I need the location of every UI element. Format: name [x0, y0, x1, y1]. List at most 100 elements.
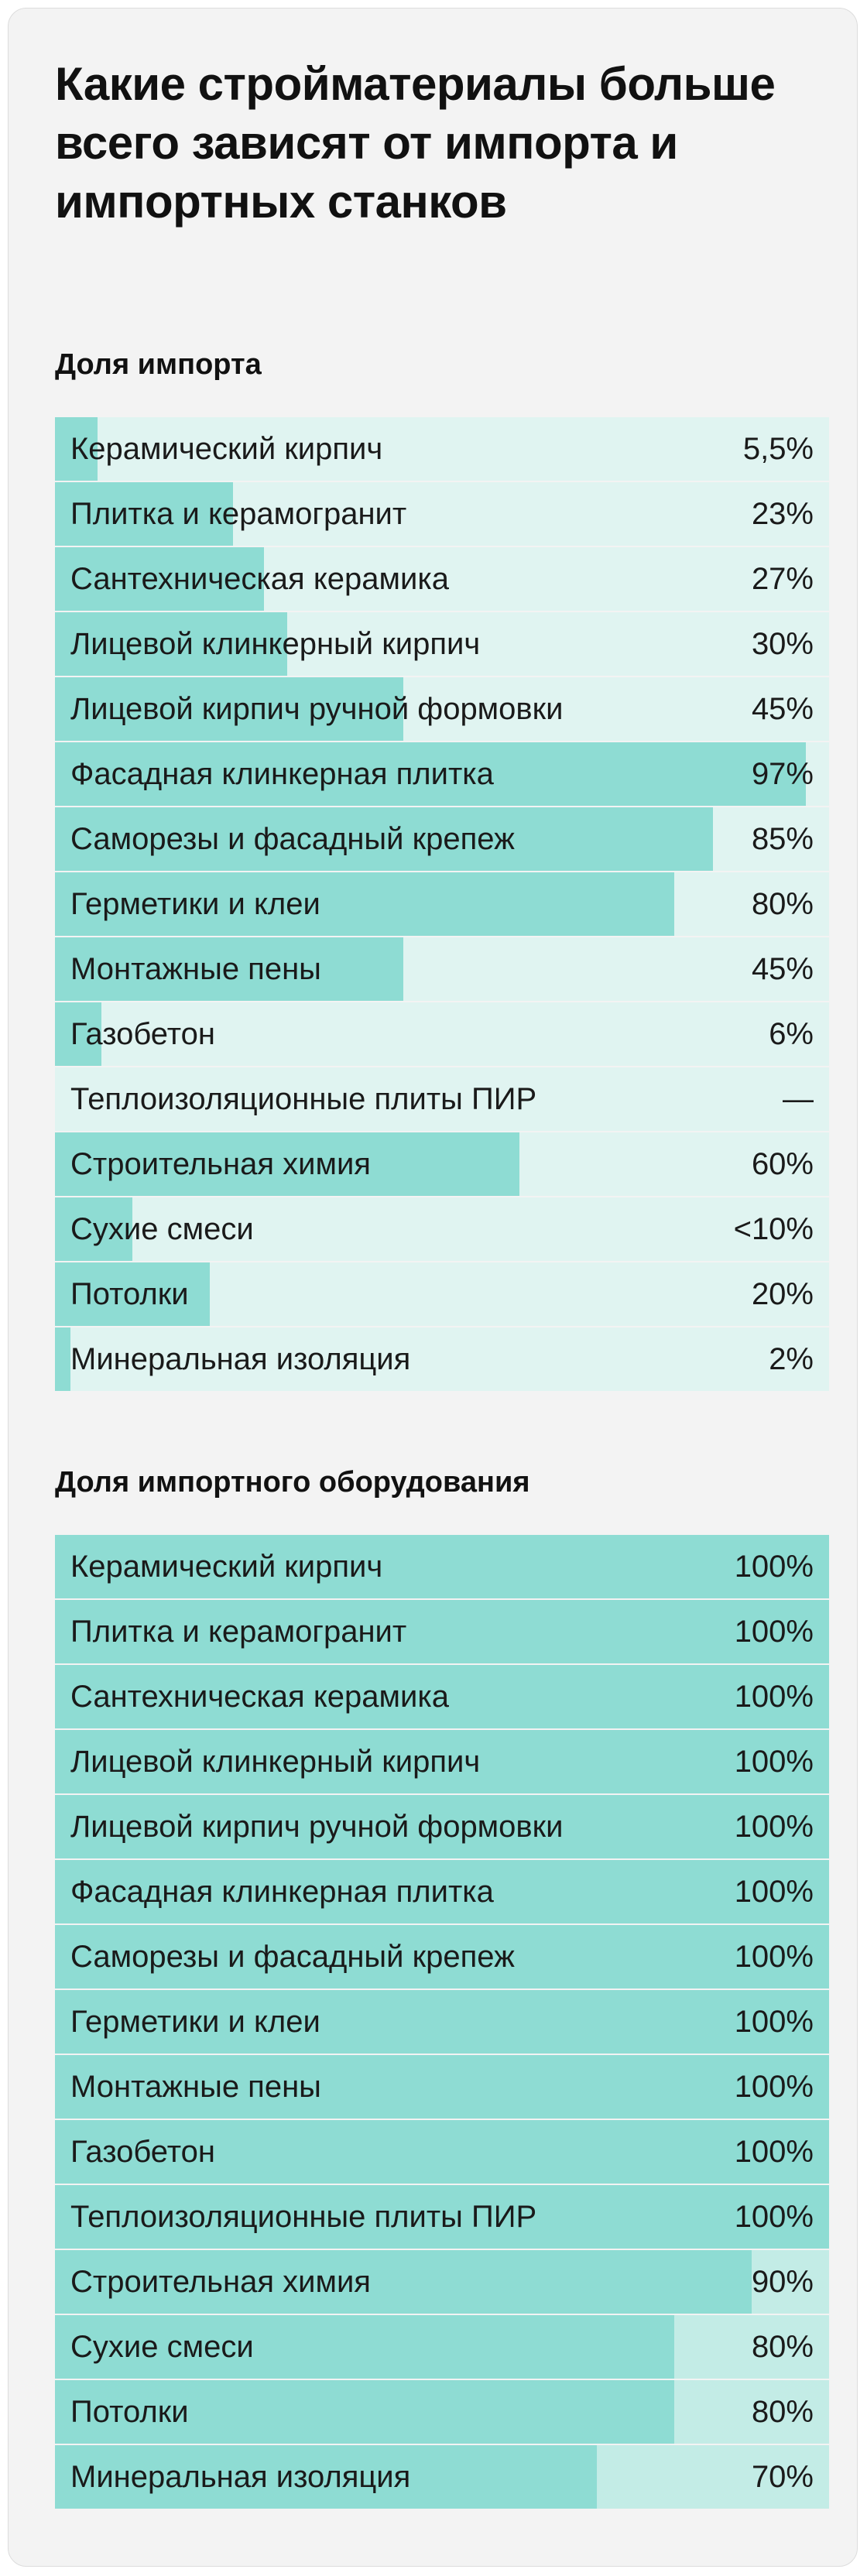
section-title-import-share: Доля импорта — [55, 348, 262, 381]
bar — [55, 1132, 519, 1196]
bar-value-label: 100% — [734, 1744, 814, 1779]
bar-label: Саморезы и фасадный крепеж — [70, 1939, 515, 1974]
bar-label: Сухие смеси — [70, 1211, 254, 1246]
bar — [55, 2055, 829, 2119]
bar — [55, 2380, 674, 2444]
bar-value-label: 20% — [751, 1276, 814, 1311]
bar-row: Саморезы и фасадный крепеж 100% — [55, 1925, 829, 1989]
section-title-equipment-share: Доля импортного оборудования — [55, 1466, 530, 1499]
bar — [55, 1795, 829, 1858]
chart-card: Какие стройматериалы больше всего завися… — [8, 8, 858, 2567]
bar-value-label: 100% — [734, 2069, 814, 2104]
bar-row: Теплоизоляционные плиты ПИР 100% — [55, 2185, 829, 2249]
bar-value-label: 5,5% — [742, 431, 814, 466]
bar — [55, 1730, 829, 1793]
bar-row: Потолки 20% — [55, 1262, 829, 1326]
bar — [55, 2185, 829, 2249]
bar-value-label: 27% — [751, 561, 814, 596]
bar-label: Теплоизоляционные плиты ПИР — [70, 1081, 537, 1116]
bar — [55, 2315, 674, 2379]
bar-row: Саморезы и фасадный крепеж 85% — [55, 807, 829, 871]
bar-label: Лицевой кирпич ручной формовки — [70, 691, 564, 726]
bar-value-label: 45% — [751, 691, 814, 726]
bar — [55, 872, 674, 936]
bar-row: Лицевой кирпич ручной формовки 100% — [55, 1795, 829, 1858]
bar — [55, 1860, 829, 1923]
bar-row: Лицевой клинкерный кирпич 100% — [55, 1730, 829, 1793]
bar — [55, 1327, 70, 1391]
bar-label: Плитка и керамогранит — [70, 1614, 407, 1649]
bar-value-label: 100% — [734, 2004, 814, 2039]
bar — [55, 1535, 829, 1598]
bar-row: Лицевой кирпич ручной формовки 45% — [55, 677, 829, 741]
bar — [55, 1002, 101, 1066]
bar — [55, 1665, 829, 1728]
bar-row: Газобетон 6% — [55, 1002, 829, 1066]
import-share-chart: Керамический кирпич 5,5% Плитка и керамогр… — [55, 417, 829, 1392]
bar-label: Керамический кирпич — [70, 431, 383, 466]
bar — [55, 1197, 132, 1261]
bar — [55, 2445, 597, 2509]
bar-label: Потолки — [70, 2394, 189, 2429]
bar-row: Минеральная изоляция 2% — [55, 1327, 829, 1391]
bar-row: Сантехническая керамика 27% — [55, 547, 829, 611]
bar-label: Лицевой клинкерный кирпич — [70, 626, 481, 661]
bar — [55, 1990, 829, 2054]
bar-value-label: <10% — [733, 1211, 814, 1246]
bar-value-label: 80% — [751, 2329, 814, 2364]
bar-label: Плитка и керамогранит — [70, 496, 407, 531]
bar — [55, 612, 287, 676]
bar-row: Фасадная клинкерная плитка 100% — [55, 1860, 829, 1923]
bar-row: Герметики и клеи 80% — [55, 872, 829, 936]
bar-value-label: 80% — [751, 886, 814, 921]
bar — [55, 2250, 752, 2314]
bar-label: Потолки — [70, 1276, 189, 1311]
bar-value-label: 45% — [751, 951, 814, 986]
bar-value-label: 23% — [751, 496, 814, 531]
bar-label: Фасадная клинкерная плитка — [70, 756, 494, 791]
bar-row: Сантехническая керамика 100% — [55, 1665, 829, 1728]
bar-row: Теплоизоляционные плиты ПИР — — [55, 1067, 829, 1131]
bar-label: Монтажные пены — [70, 951, 321, 986]
bar-value-label: 100% — [734, 1874, 814, 1909]
bar — [55, 2120, 829, 2184]
bar — [55, 677, 403, 741]
bar-row: Лицевой клинкерный кирпич 30% — [55, 612, 829, 676]
bar — [55, 1925, 829, 1989]
bar-label: Сухие смеси — [70, 2329, 254, 2364]
bar-label: Монтажные пены — [70, 2069, 321, 2104]
bar-label: Герметики и клеи — [70, 886, 320, 921]
bar-value-label: 90% — [751, 2264, 814, 2299]
bar-row: Потолки 80% — [55, 2380, 829, 2444]
bar — [55, 417, 98, 481]
bar-row: Сухие смеси <10% — [55, 1197, 829, 1261]
bar-label: Герметики и клеи — [70, 2004, 320, 2039]
bar — [55, 482, 233, 546]
bar-value-label: 80% — [751, 2394, 814, 2429]
bar-value-label: 70% — [751, 2459, 814, 2494]
bar-label: Сантехническая керамика — [70, 1679, 449, 1714]
equipment-share-chart: Керамический кирпич 100% Плитка и керамогр… — [55, 1535, 829, 2510]
bar — [55, 1262, 210, 1326]
bar-value-label: 100% — [734, 2134, 814, 2169]
bar-row: Герметики и клеи 100% — [55, 1990, 829, 2054]
bar-label: Строительная химия — [70, 2264, 371, 2299]
bar-row: Плитка и керамогранит 100% — [55, 1600, 829, 1663]
bar-row: Строительная химия 60% — [55, 1132, 829, 1196]
bar-value-label: 30% — [751, 626, 814, 661]
bar-label: Лицевой кирпич ручной формовки — [70, 1809, 564, 1844]
bar-value-label: — — [783, 1081, 814, 1116]
chart-title: Какие стройматериалы больше всего завися… — [55, 58, 776, 228]
bar-row: Минеральная изоляция 70% — [55, 2445, 829, 2509]
bar-value-label: 97% — [751, 756, 814, 791]
bar-value-label: 100% — [734, 1679, 814, 1714]
bar-value-label: 100% — [734, 1939, 814, 1974]
bar-label: Минеральная изоляция — [70, 2459, 411, 2494]
bar-value-label: 60% — [751, 1146, 814, 1181]
bar-label: Строительная химия — [70, 1146, 371, 1181]
bar-row: Строительная химия 90% — [55, 2250, 829, 2314]
bar-label: Фасадная клинкерная плитка — [70, 1874, 494, 1909]
bar-label: Сантехническая керамика — [70, 561, 449, 596]
bar-label: Керамический кирпич — [70, 1549, 383, 1584]
bar-row: Газобетон 100% — [55, 2120, 829, 2184]
